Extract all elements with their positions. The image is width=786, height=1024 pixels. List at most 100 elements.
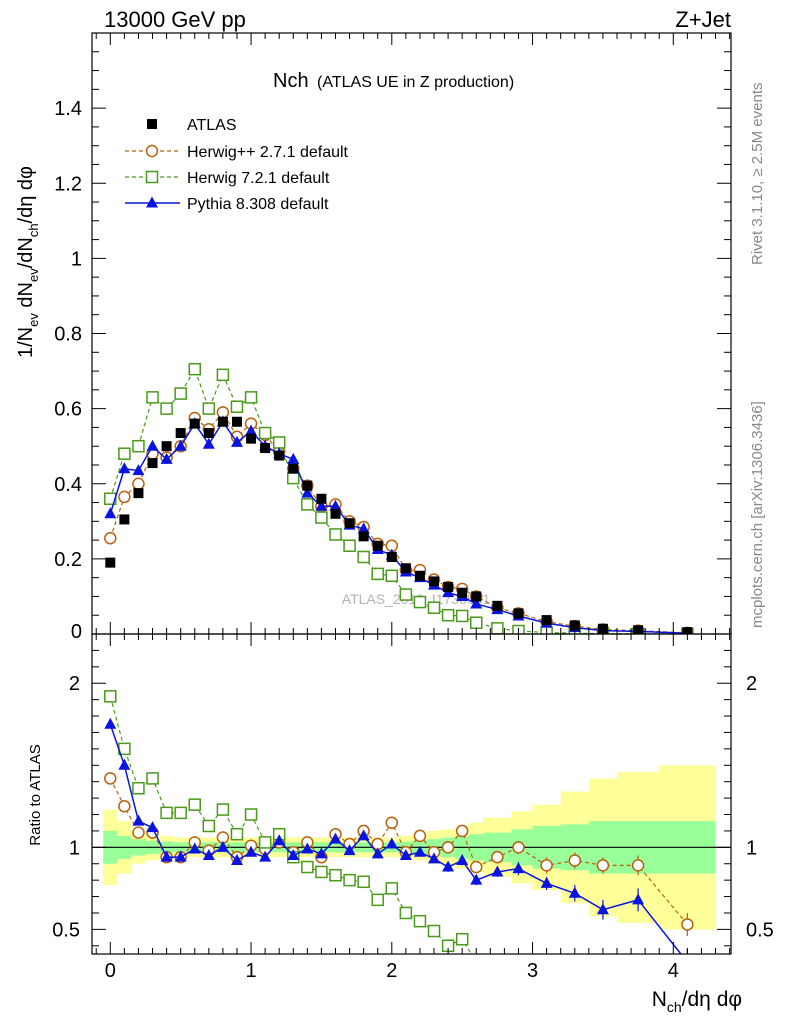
ratio-point-pythia <box>343 844 356 856</box>
top-point-atlas <box>457 587 468 598</box>
ratio-point-herwig7 <box>413 914 427 928</box>
ratio-point-herwig7 <box>385 882 399 895</box>
ratio-y-tick-label: 1 <box>69 837 80 859</box>
header-left: 13000 GeV pp <box>104 7 246 32</box>
top-point-atlas <box>492 600 503 611</box>
ratio-point-herwigpp <box>681 918 694 931</box>
top-point-herwig7 <box>357 550 370 564</box>
legend-item-pythia: Pythia 8.308 default <box>125 196 329 213</box>
x-tick-label: 4 <box>668 960 679 982</box>
ratio-point-herwig7 <box>301 860 314 874</box>
ratio-point-pythia <box>428 852 441 864</box>
top-point-atlas <box>541 615 552 626</box>
top-point-pythia <box>146 439 159 451</box>
top-point-atlas <box>330 508 341 519</box>
ratio-point-pythia <box>259 850 272 862</box>
ratio-point-herwig7 <box>471 957 482 968</box>
top-point-herwig7 <box>491 622 504 634</box>
ratio-y-tick-label-right: 2 <box>746 673 757 695</box>
top-point-herwig7 <box>216 368 230 382</box>
ratio-point-pythia <box>202 849 215 861</box>
ratio-point-herwig7 <box>569 993 580 1004</box>
top-point-pythia <box>287 452 300 464</box>
ratio-point-herwig7 <box>216 803 230 816</box>
ratio-point-pythia <box>470 873 483 885</box>
top-point-atlas <box>471 591 482 602</box>
top-point-pythia <box>230 435 243 447</box>
top-point-herwig7 <box>413 595 427 609</box>
ratio-point-herwig7 <box>343 873 356 887</box>
top-point-herwig7 <box>287 471 300 485</box>
ratio-point-pythia <box>456 853 469 865</box>
top-point-pythia <box>329 499 342 511</box>
top-point-atlas <box>344 518 355 529</box>
ratio-point-herwigpp <box>512 841 525 854</box>
top-point-herwig7 <box>399 588 413 601</box>
top-point-atlas <box>633 625 644 634</box>
ratio-point-herwig7 <box>492 973 503 984</box>
ratio-point-herwig7 <box>146 772 159 785</box>
top-point-herwig7 <box>132 439 145 453</box>
ratio-point-herwig7 <box>244 808 258 821</box>
top-point-herwig7 <box>174 387 187 400</box>
ratio-point-herwig7 <box>513 981 524 992</box>
legend-label: ATLAS <box>187 117 237 134</box>
top-y-tick-label: 1.4 <box>54 98 82 120</box>
top-series-layer <box>104 362 694 634</box>
ratio-point-herwig7 <box>174 806 187 820</box>
top-point-atlas <box>231 416 242 427</box>
ratio-point-herwigpp <box>104 772 117 785</box>
top-point-herwig7 <box>455 609 469 623</box>
top-point-atlas <box>161 441 172 452</box>
top-point-herwig7 <box>343 539 356 552</box>
top-point-herwig7 <box>469 616 483 629</box>
legend-label: Herwig++ 2.7.1 default <box>187 144 349 161</box>
top-point-herwig7 <box>272 436 286 449</box>
top-point-herwig7 <box>427 601 441 614</box>
top-y-tick-label: 0 <box>71 621 82 643</box>
top-point-herwig7 <box>104 492 117 506</box>
ratio-point-herwig7 <box>357 875 370 889</box>
ratio-point-pythia <box>315 847 328 859</box>
top-y-axis-title: 1/Nev dNev/dNch/dη dφ <box>15 166 41 358</box>
top-point-atlas <box>189 418 200 429</box>
ratio-point-herwigpp <box>469 860 483 874</box>
top-point-atlas <box>133 488 144 499</box>
top-point-atlas <box>429 576 440 587</box>
top-point-pythia <box>202 437 215 449</box>
top-point-atlas <box>217 416 228 427</box>
legend-label: Pythia 8.308 default <box>187 196 329 213</box>
top-point-herwig7 <box>160 402 173 415</box>
top-point-pythia <box>245 424 258 436</box>
x-tick-label: 2 <box>386 960 397 982</box>
top-point-atlas <box>260 443 271 454</box>
ratio-point-herwigpp <box>596 859 610 872</box>
ratio-point-pythia <box>230 853 243 865</box>
ratio-point-herwig7 <box>315 865 328 879</box>
top-line-pythia <box>109 420 688 634</box>
ratio-point-pythia <box>146 821 159 833</box>
top-point-herwig7 <box>244 391 258 404</box>
ratio-point-pythia <box>301 842 314 854</box>
ratio-point-herwigpp <box>441 841 455 854</box>
top-y-tick-label: 0.2 <box>54 549 82 571</box>
mcplots-label: mcplots.cern.ch [arXiv:1306.3436] <box>749 401 766 628</box>
top-y-tick-label: 1 <box>71 248 82 270</box>
x-tick-label: 0 <box>105 960 116 982</box>
x-tick-label: 1 <box>245 960 256 982</box>
top-point-herwigpp <box>132 477 145 490</box>
ratio-point-pythia <box>385 837 398 849</box>
ratio-point-herwigpp <box>631 859 645 872</box>
top-point-atlas <box>119 514 130 525</box>
plot-title-sub: (ATLAS UE in Z production) <box>317 74 514 91</box>
ratio-point-pythia <box>132 814 145 826</box>
top-point-pythia <box>132 464 145 476</box>
ratio-point-herwig7 <box>132 782 145 795</box>
top-point-herwig7 <box>301 498 314 511</box>
legend-label: Herwig 7.2.1 default <box>187 170 330 187</box>
ratio-series-layer <box>104 690 694 1004</box>
rivet-label: Rivet 3.1.10, ≥ 2.5M events <box>749 83 766 266</box>
top-series-atlas <box>105 416 693 634</box>
legend-item-herwigpp: Herwig++ 2.7.1 default <box>125 144 349 161</box>
